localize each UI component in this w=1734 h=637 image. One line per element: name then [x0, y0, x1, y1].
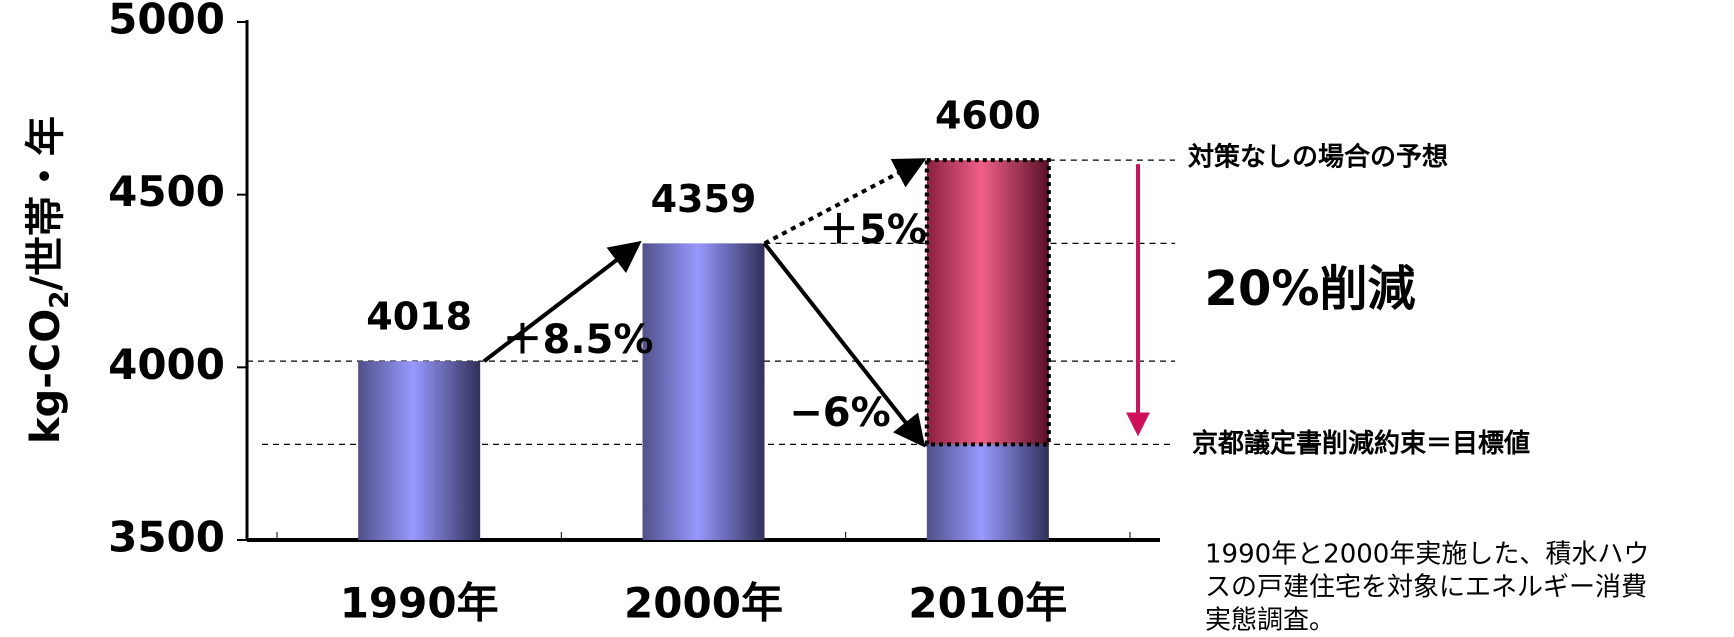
annotation: ＋5%	[819, 207, 927, 253]
x-tick-label: 2010年	[908, 579, 1067, 628]
x-tick-label: 1990年	[340, 579, 499, 628]
trend-arrow	[762, 242, 926, 448]
note-line: 1990年と2000年実施した、積水ハウ	[1205, 540, 1649, 570]
y-tick-label: 4500	[108, 167, 225, 216]
y-tick-label: 3500	[108, 513, 225, 562]
trend-arrow	[482, 240, 642, 363]
y-label-part: kg-CO	[23, 309, 69, 444]
note-line: 実態調査。	[1205, 606, 1335, 636]
annotation: ＋8.5%	[503, 317, 654, 363]
bar	[358, 361, 481, 540]
y-label-sub: 2	[45, 291, 75, 309]
x-tick-label: 2000年	[624, 579, 783, 628]
annotation: 京都議定書削減約束＝目標値	[1192, 428, 1530, 459]
y-tick-label: 4000	[108, 340, 225, 389]
data-label: 4359	[651, 177, 757, 221]
annotation: 対策なしの場合の予想	[1188, 142, 1448, 173]
bar	[926, 444, 1049, 540]
data-label: 4600	[935, 94, 1041, 138]
y-label-part: /世帯・年	[23, 116, 69, 291]
projection-bar	[924, 158, 1051, 447]
y-axis-label: kg-CO2/世帯・年	[23, 116, 75, 444]
annotation: 20%削減	[1205, 261, 1416, 317]
note-line: スの戸建住宅を対象にエネルギー消費	[1205, 573, 1647, 603]
y-tick-label: 5000	[108, 0, 225, 44]
data-label: 4018	[366, 295, 472, 339]
annotation: −6%	[789, 390, 890, 436]
bar	[642, 243, 765, 540]
